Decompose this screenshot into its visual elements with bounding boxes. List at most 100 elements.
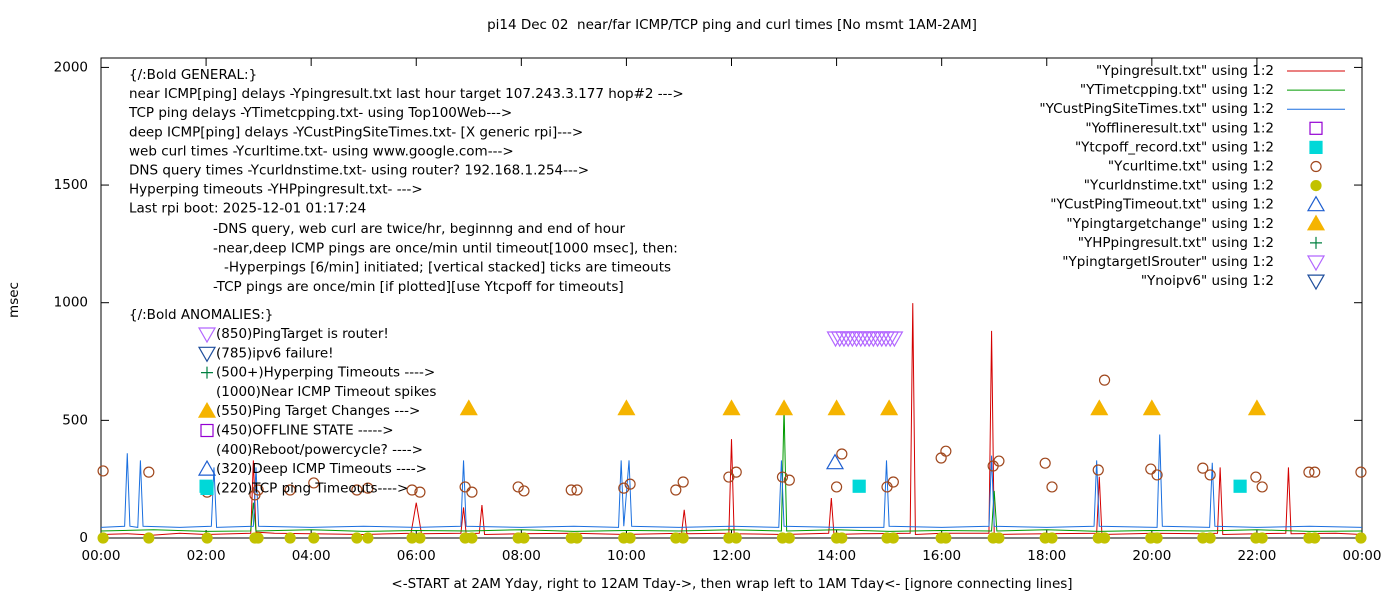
data-point	[1250, 471, 1262, 483]
data-point	[97, 465, 109, 477]
data-point	[1145, 463, 1157, 475]
data-point	[201, 532, 213, 544]
data-point	[1092, 464, 1104, 476]
data-point	[414, 486, 426, 498]
data-point	[1309, 532, 1321, 544]
data-point	[459, 399, 478, 416]
data-point	[730, 466, 742, 478]
x-tick-label: 16:00	[922, 548, 961, 564]
annotation: web curl times -Ycurltime.txt- using www…	[129, 143, 514, 159]
data-point	[565, 484, 577, 496]
y-tick-label: 2000	[54, 59, 88, 75]
data-point	[852, 479, 866, 493]
legend-swatch	[1310, 160, 1322, 173]
data-point	[97, 532, 109, 544]
x-tick-label: 08:00	[502, 548, 541, 564]
x-tick-label: 10:00	[607, 548, 646, 564]
data-point	[1142, 399, 1161, 416]
x-tick-label: 14:00	[817, 548, 856, 564]
annotation-marker	[197, 327, 217, 344]
annotation: TCP ping delays -YTimetcpping.txt- using…	[128, 105, 512, 121]
y-tick-label: 500	[62, 412, 88, 428]
data-point	[836, 532, 848, 544]
data-point	[783, 474, 795, 486]
chart-title: pi14 Dec 02 near/far ICMP/TCP ping and c…	[487, 17, 977, 33]
legend-label: "YHPpingresult.txt" using 1:2	[1078, 235, 1274, 251]
legend-label: "Ypingresult.txt" using 1:2	[1096, 63, 1274, 79]
data-point	[993, 532, 1005, 544]
annotation: (220)TCP ping Timeouts---->	[216, 480, 408, 496]
x-tick-label: 00:00	[82, 548, 121, 564]
annotation-marker	[197, 346, 217, 363]
series-line	[100, 303, 1363, 536]
legend-swatch	[1306, 274, 1326, 291]
data-point	[1233, 479, 1247, 493]
legend-label: "YCustPingTimeout.txt" using 1:2	[1050, 197, 1274, 213]
data-point	[512, 481, 524, 493]
data-point	[1355, 466, 1367, 478]
data-point	[1098, 532, 1111, 544]
annotation-marker	[197, 459, 217, 476]
annotation: {/:Bold GENERAL:}	[129, 67, 257, 83]
annotation: deep ICMP[ping] delays -YCustPingSiteTim…	[129, 124, 583, 140]
annotation: Last rpi boot: 2025-12-01 01:17:24	[129, 201, 366, 217]
legend-swatch	[1306, 255, 1326, 272]
annotation-marker	[200, 423, 214, 438]
data-point	[940, 532, 952, 544]
data-point	[351, 532, 363, 544]
data-point	[1355, 532, 1367, 544]
x-tick-label: 06:00	[397, 548, 436, 564]
data-point	[830, 481, 843, 493]
data-point	[466, 532, 478, 544]
data-point	[1256, 481, 1268, 493]
data-point	[887, 532, 899, 544]
legend-swatch	[1310, 180, 1322, 192]
x-tick-label: 22:00	[1237, 548, 1276, 564]
legend-label: "YTimetcpping.txt" using 1:2	[1080, 82, 1274, 98]
annotation: DNS query times -Ycurldnstime.txt- using…	[129, 163, 589, 179]
annotation: (450)OFFLINE STATE ----->	[216, 423, 394, 439]
data-point	[466, 486, 478, 498]
data-point	[935, 452, 947, 464]
data-point	[776, 471, 789, 483]
data-point	[1309, 466, 1321, 478]
annotation: (320)Deep ICMP Timeouts ---->	[216, 461, 427, 477]
annotation: (850)PingTarget is router!	[216, 326, 389, 342]
data-point	[1151, 532, 1163, 544]
annotation: Hyperping timeouts -YHPpingresult.txt- -…	[129, 182, 423, 198]
data-point	[571, 532, 583, 544]
legend-swatch	[1306, 214, 1326, 231]
data-point	[1204, 469, 1216, 481]
data-point	[1090, 399, 1109, 416]
data-point	[1204, 532, 1216, 544]
annotation: (1000)Near ICMP Timeout spikes	[216, 384, 436, 400]
data-point	[1151, 469, 1163, 481]
legend-swatch	[1310, 236, 1322, 249]
data-point	[1303, 466, 1315, 478]
annotation: (785)ipv6 failure!	[216, 345, 334, 361]
data-point	[284, 532, 296, 544]
x-tick-label: 04:00	[292, 548, 331, 564]
data-point	[252, 532, 264, 544]
annotation: -near,deep ICMP pings are once/min until…	[213, 240, 678, 256]
data-point	[887, 476, 899, 488]
data-point	[284, 484, 296, 496]
annotation: (500+)Hyperping Timeouts ---->	[216, 365, 435, 381]
data-point	[775, 399, 794, 416]
legend-swatch	[1309, 121, 1323, 135]
data-point	[624, 532, 636, 544]
annotation: -DNS query, web curl are twice/hr, begin…	[213, 221, 626, 237]
y-tick-label: 1500	[54, 177, 88, 193]
data-point	[825, 453, 845, 470]
data-point	[414, 532, 426, 544]
data-point	[518, 532, 530, 544]
annotation-marker	[200, 481, 214, 495]
legend-swatch	[1306, 195, 1326, 212]
legend-label: "Ypingtargetchange" using 1:2	[1066, 216, 1274, 232]
annotation: near ICMP[ping] delays -Ypingresult.txt …	[129, 86, 684, 102]
x-tick-label: 18:00	[1027, 548, 1066, 564]
data-point	[885, 331, 904, 348]
data-point	[518, 485, 530, 497]
